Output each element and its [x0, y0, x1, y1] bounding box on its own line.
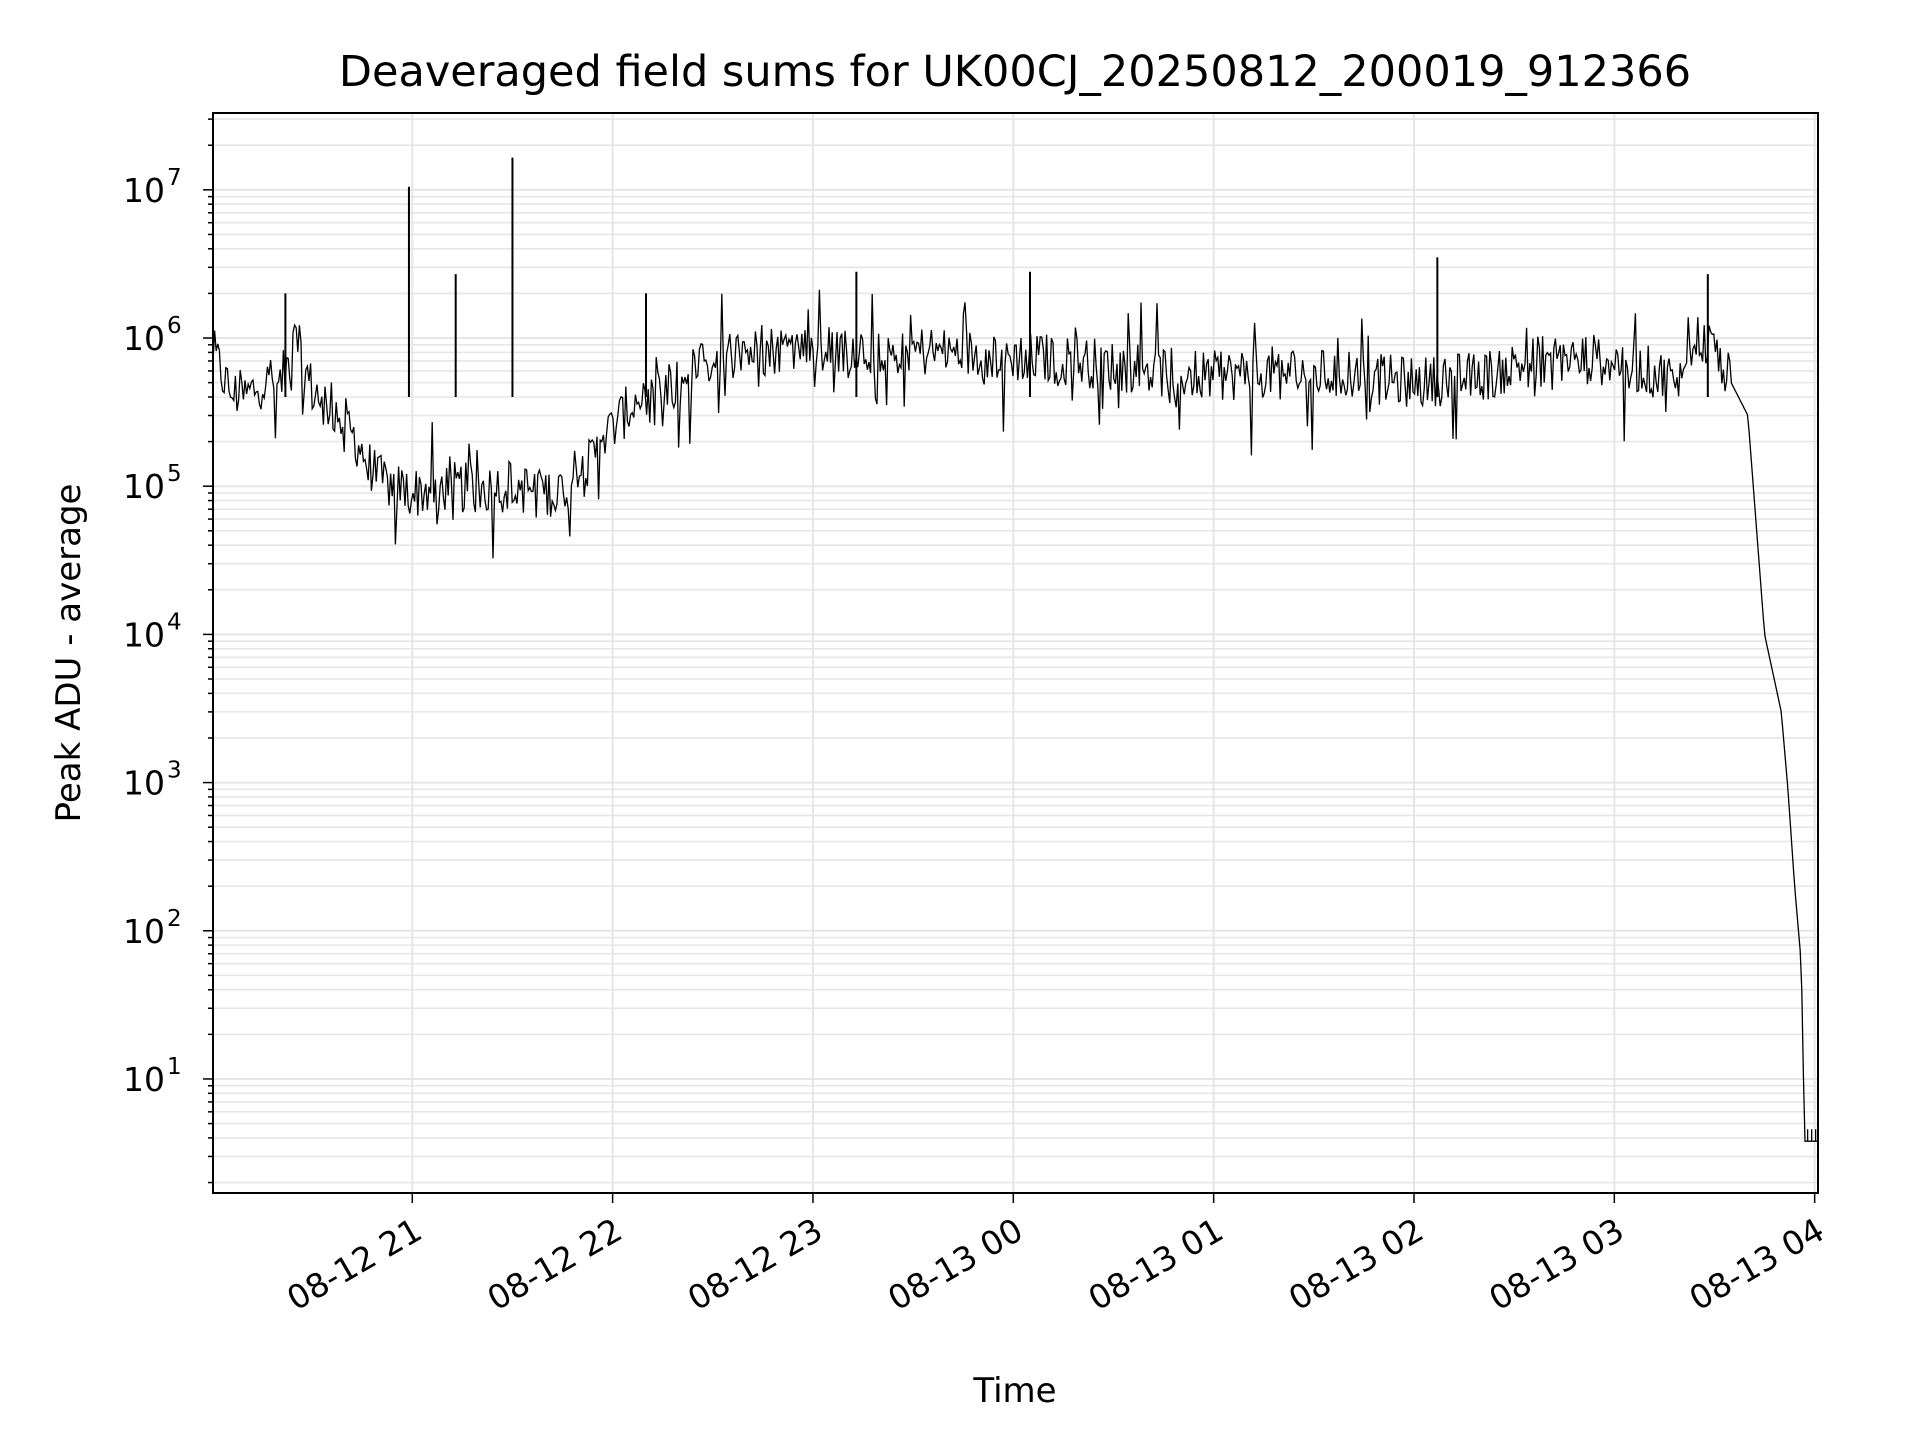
- series-line-group: [212, 157, 1818, 1142]
- y-tick-exponent: 4: [167, 609, 182, 635]
- series-line: [212, 289, 1818, 1142]
- y-tick-exponent: 1: [167, 1054, 182, 1080]
- y-tick-exponent: 7: [167, 165, 182, 191]
- y-tick-exponent: 6: [167, 313, 182, 339]
- chart-title: Deaveraged field sums for UK00CJ_2025081…: [339, 47, 1691, 97]
- y-tick-label: 10: [123, 467, 165, 506]
- y-tick-label: 10: [123, 615, 165, 654]
- plot-area-frame: [212, 112, 1819, 1194]
- y-tick-exponent: 2: [167, 906, 182, 932]
- y-tick-label: 10: [123, 912, 165, 951]
- x-axis-title: Time: [972, 1371, 1056, 1411]
- y-tick-label: 10: [123, 171, 165, 210]
- grid-lines: [213, 113, 1818, 1193]
- y-tick-exponent: 5: [167, 461, 182, 487]
- y-tick-label: 10: [123, 319, 165, 358]
- y-tick-label: 10: [123, 1060, 165, 1099]
- y-axis-title: Peak ADU - average: [49, 484, 89, 823]
- y-tick-label: 10: [123, 764, 165, 803]
- y-tick-exponent: 3: [167, 758, 182, 784]
